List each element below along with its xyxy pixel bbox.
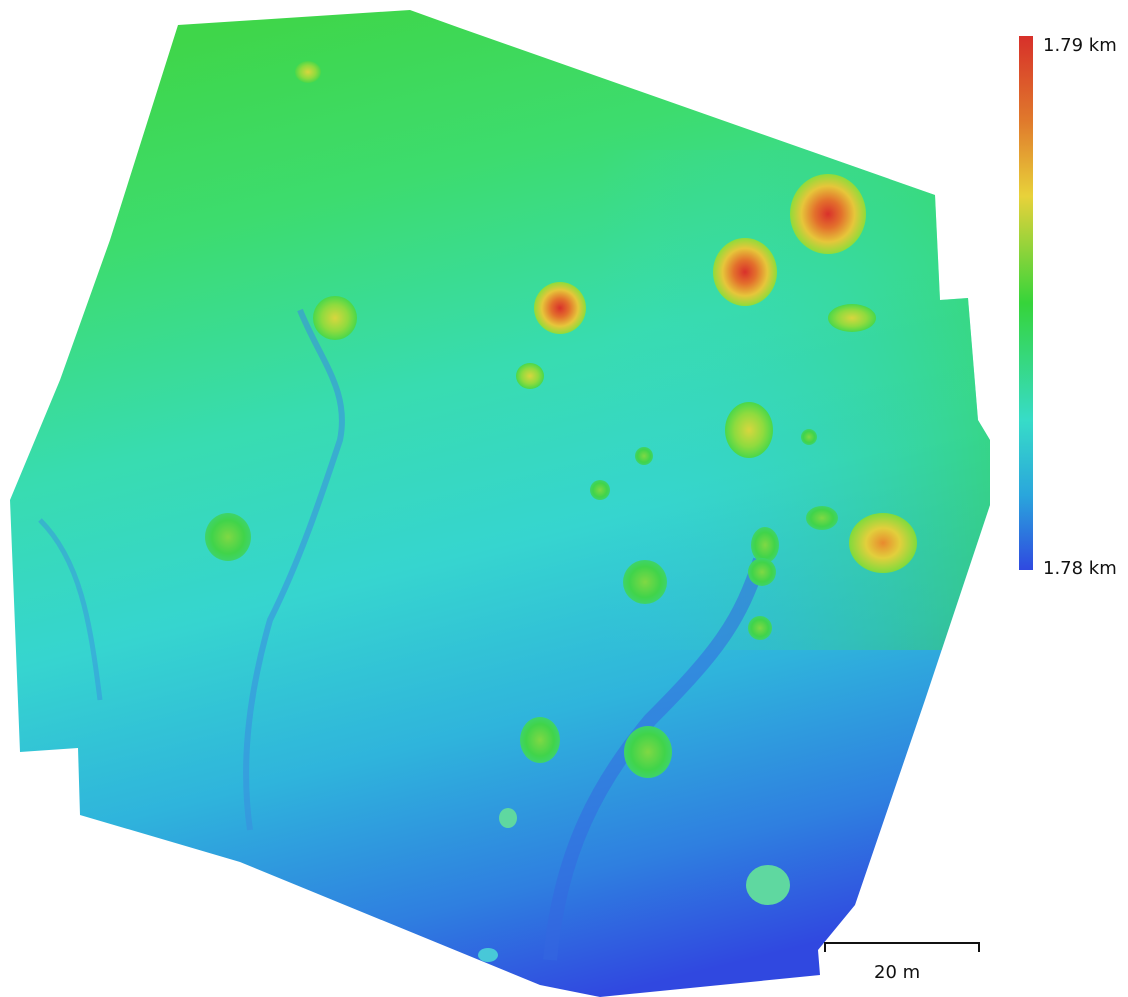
- legend-color-bar: [1019, 36, 1033, 570]
- mound-peak: [790, 174, 866, 254]
- mound: [516, 363, 544, 389]
- drainage-channel: [38, 518, 103, 701]
- mound: [751, 527, 779, 563]
- mound: [520, 717, 560, 763]
- mound: [313, 296, 357, 340]
- legend-max-label: 1.79 km: [1043, 35, 1117, 56]
- mound: [499, 808, 517, 828]
- mound: [828, 304, 876, 332]
- dem-surface: [10, 10, 990, 997]
- mound-peak: [713, 238, 777, 306]
- mound: [624, 726, 672, 778]
- mound: [623, 560, 667, 604]
- mound: [478, 948, 498, 962]
- legend-min-label: 1.78 km: [1043, 558, 1117, 579]
- scale-bar-label: 20 m: [874, 962, 921, 983]
- drainage-channel: [543, 557, 767, 961]
- terrain-features: [205, 61, 917, 962]
- mound: [635, 447, 653, 465]
- drainage-channel: [243, 308, 345, 831]
- mound: [590, 480, 610, 500]
- mound: [748, 616, 772, 640]
- mound: [746, 865, 790, 905]
- mound: [748, 558, 776, 586]
- mound-peak: [849, 513, 917, 573]
- mound-peak: [534, 282, 586, 334]
- mound: [806, 506, 838, 530]
- mound: [801, 429, 817, 445]
- mound: [205, 513, 251, 561]
- scale-bar: [824, 942, 980, 952]
- mound: [295, 61, 321, 83]
- mound: [725, 402, 773, 458]
